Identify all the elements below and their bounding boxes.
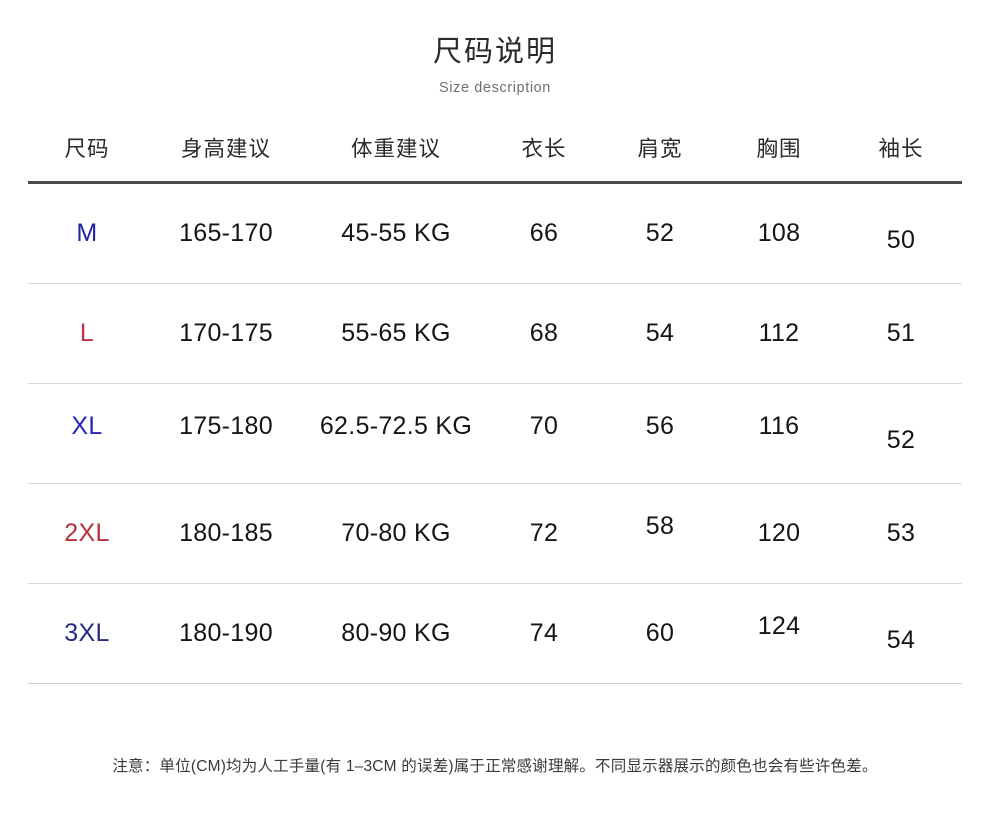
cell-shoulder: 58 [602,476,718,578]
cell-chest: 108 [718,182,840,285]
cell-sleeve: 51 [840,283,962,385]
cell-weight: 55-65 KG [306,283,486,385]
footnote: 注意：单位(CM)均为人工手量(有 1–3CM 的误差)属于正常感谢理解。不同显… [112,757,878,775]
table-row: 2XL 180-185 70-80 KG 72 58 120 53 [28,476,962,585]
cell-size: L [28,283,146,385]
cell-length: 72 [486,483,602,585]
cell-weight: 80-90 KG [306,583,486,685]
cell-chest: 124 [718,576,840,678]
cell-sleeve: 53 [840,483,962,585]
cell-sleeve: 50 [840,189,962,292]
table-row: M 165-170 45-55 KG 66 52 108 50 [28,182,962,292]
cell-length: 74 [486,583,602,685]
column-header-weight: 体重建议 [306,122,486,185]
cell-height: 180-190 [146,583,306,685]
column-header-size: 尺码 [28,122,146,185]
cell-shoulder: 52 [602,182,718,285]
cell-shoulder: 54 [602,283,718,385]
table-row: L 170-175 55-65 KG 68 54 112 51 [28,283,962,385]
cell-length: 70 [486,376,602,478]
cell-weight: 70-80 KG [306,483,486,585]
cell-height: 175-180 [146,376,306,478]
cell-height: 170-175 [146,283,306,385]
cell-chest: 112 [718,283,840,385]
cell-sleeve: 54 [840,590,962,692]
cell-size: 3XL [28,583,146,685]
table-header: 尺码 身高建议 体重建议 衣长 肩宽 胸围 袖长 [28,122,962,185]
cell-height: 180-185 [146,483,306,585]
cell-length: 68 [486,283,602,385]
cell-size: M [28,182,146,285]
cell-shoulder: 60 [602,583,718,685]
cell-shoulder: 56 [602,376,718,478]
column-header-height: 身高建议 [146,122,306,185]
cell-height: 165-170 [146,182,306,285]
page-subtitle: Size description [439,80,551,97]
size-table: 尺码 身高建议 体重建议 衣长 肩宽 胸围 袖长 M 165-170 45-55… [28,122,962,692]
column-header-sleeve: 袖长 [840,122,962,185]
cell-sleeve: 52 [840,390,962,492]
table-row: 3XL 180-190 80-90 KG 74 60 124 54 [28,576,962,692]
table-body: M 165-170 45-55 KG 66 52 108 50 L 170-17… [28,182,962,692]
cell-chest: 120 [718,483,840,585]
column-header-length: 衣长 [486,122,602,185]
cell-length: 66 [486,182,602,285]
cell-weight: 45-55 KG [306,182,486,285]
cell-size: XL [28,376,146,478]
column-header-shoulder: 肩宽 [602,122,718,185]
page-title: 尺码说明 [432,36,557,68]
title-block: 尺码说明 Size description [0,0,990,96]
table-header-row: 尺码 身高建议 体重建议 衣长 肩宽 胸围 袖长 [28,122,962,185]
table-row: XL 175-180 62.5-72.5 KG 70 56 116 52 [28,376,962,492]
column-header-chest: 胸围 [718,122,840,185]
cell-weight: 62.5-72.5 KG [306,376,486,478]
cell-size: 2XL [28,483,146,585]
cell-chest: 116 [718,376,840,478]
